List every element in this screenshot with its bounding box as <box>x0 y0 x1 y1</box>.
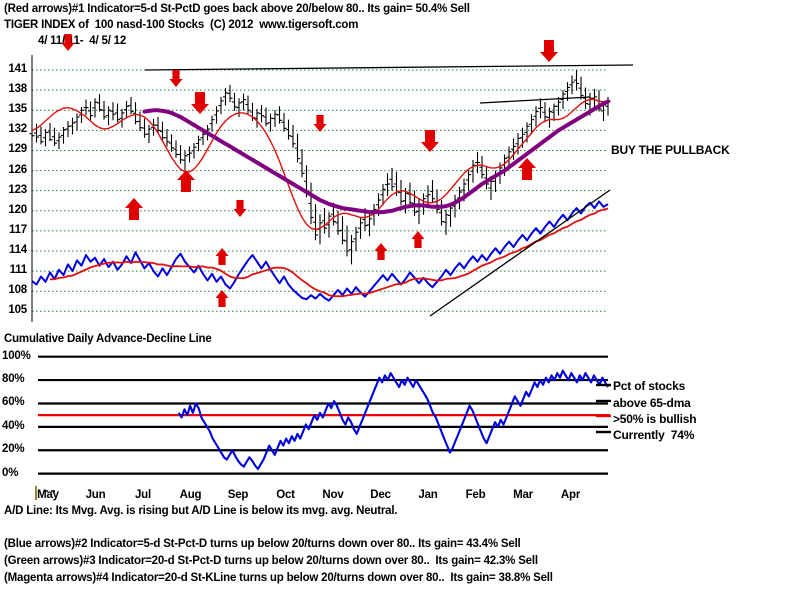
footer-ad-note: A/D Line: Its Mvg. Avg. is rising but A/… <box>4 505 398 517</box>
price-y-tick-0: 141 <box>8 63 27 76</box>
header-indicator-line: (Red arrows)#1 Indicator=5-d St-PctD goe… <box>4 3 470 15</box>
signal-arrow-up-12 <box>518 158 536 180</box>
pct-above-65dma-line <box>177 369 609 471</box>
price-y-tick-3: 132 <box>8 123 27 136</box>
signal-arrows <box>61 34 558 307</box>
month-label-dec: Dec <box>370 489 391 501</box>
signal-arrow-up-7 <box>215 290 229 307</box>
signal-arrow-up-10 <box>374 243 388 260</box>
price-y-tick-2: 135 <box>8 103 27 116</box>
ad-y-tick-4: 20% <box>2 443 25 456</box>
ad-y-tick-3: 40% <box>2 419 25 432</box>
month-label-mar: Mar <box>513 489 533 501</box>
price-y-tick-12: 105 <box>8 304 27 317</box>
month-label-nov: Nov <box>322 489 344 501</box>
month-label-aug: Aug <box>179 489 202 501</box>
month-label-jun: Jun <box>85 489 106 501</box>
trendline-0 <box>144 64 634 71</box>
month-label-apr: Apr <box>560 489 581 501</box>
price-y-tick-8: 117 <box>9 223 27 236</box>
price-y-tick-9: 114 <box>9 243 27 256</box>
ad-y-tick-5: 0% <box>2 466 19 479</box>
signal-arrow-down-2 <box>191 92 209 114</box>
month-label-may: May <box>37 489 59 501</box>
signal-arrow-down-6 <box>233 200 247 217</box>
blue-indicator-moving-average <box>49 207 609 298</box>
ohlc-bars <box>29 70 611 265</box>
buy-pullback-annotation: BUY THE PULLBACK <box>611 143 730 157</box>
price-y-tick-5: 126 <box>8 163 27 176</box>
signal-arrow-down-13 <box>540 40 558 62</box>
legend-pct-of-stocks: Pct of stocks <box>613 379 686 393</box>
signal-arrow-down-5 <box>313 115 327 132</box>
header-date-range: 4/ 11/ 11- 4/ 5/ 12 <box>38 35 127 47</box>
legend-bullish-threshold: >50% is bullish <box>613 412 697 426</box>
month-label-sep: Sep <box>227 489 249 501</box>
ad-y-tick-0: 100% <box>2 349 31 362</box>
footer-blue-arrows: (Blue arrows)#2 Indicator=5-d St-Pct-D t… <box>4 538 521 550</box>
blue-indicator-line <box>31 200 609 302</box>
signal-arrow-up-8 <box>215 248 229 265</box>
price-y-tick-6: 123 <box>8 183 27 196</box>
header-index-title: TIGER INDEX of 100 nasd-100 Stocks (C) 2… <box>4 19 359 31</box>
month-label-feb: Feb <box>465 489 486 501</box>
price-y-tick-4: 129 <box>8 143 27 156</box>
price-y-tick-10: 111 <box>9 264 28 277</box>
signal-arrow-up-11 <box>411 231 425 248</box>
month-label-jan: Jan <box>418 489 438 501</box>
signal-arrow-down-1 <box>169 70 183 87</box>
trendline-2 <box>429 189 611 317</box>
price-y-tick-1: 138 <box>8 83 27 96</box>
legend-current-value: Currently 74% <box>613 428 695 442</box>
signal-arrow-up-3 <box>177 170 195 192</box>
trendline-1 <box>479 96 591 104</box>
month-label-jul: Jul <box>134 489 151 501</box>
month-label-oct: Oct <box>276 489 295 501</box>
signal-arrow-down-9 <box>421 130 439 152</box>
ad-y-tick-1: 80% <box>2 373 25 386</box>
signal-arrow-up-4 <box>125 198 143 220</box>
legend-above-65dma: above 65-dma <box>613 396 691 410</box>
footer-green-arrows: (Green arrows)#3 Indicator=20-d St-Pct-D… <box>4 555 538 567</box>
price-y-tick-11: 108 <box>8 284 27 297</box>
price-y-tick-7: 120 <box>8 203 27 216</box>
slow-moving-average-line <box>142 99 610 215</box>
ad-line-panel-title: Cumulative Daily Advance-Decline Line <box>4 333 212 345</box>
footer-magenta-arrows: (Magenta arrows)#4 Indicator=20-d St-KLi… <box>4 572 553 584</box>
fast-moving-average-line <box>31 98 608 231</box>
ad-y-tick-2: 60% <box>2 396 25 409</box>
